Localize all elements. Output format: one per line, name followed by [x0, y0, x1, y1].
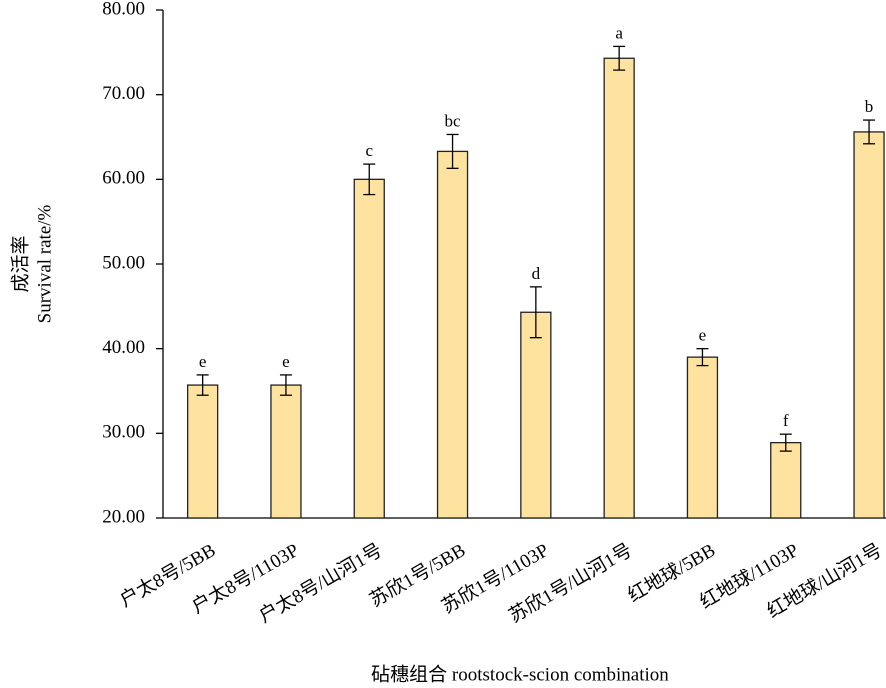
- y-label-en: Survival rate/%: [34, 204, 55, 323]
- y-tick-label: 60.00: [102, 168, 145, 189]
- error-bar: [363, 163, 376, 196]
- significance-label: e: [699, 326, 707, 345]
- y-axis-title: 成活率 Survival rate/%: [9, 204, 55, 323]
- error-bar: [446, 133, 459, 169]
- bar: [853, 131, 885, 519]
- bar: [770, 441, 802, 519]
- y-label-cn: 成活率: [9, 235, 31, 292]
- y-tick-label: 30.00: [102, 422, 145, 443]
- error-bar: [529, 286, 542, 339]
- y-tick-label: 40.00: [102, 337, 145, 358]
- significance-label: d: [532, 264, 541, 283]
- significance-label: e: [282, 352, 290, 371]
- bar: [603, 57, 635, 519]
- error-bar: [279, 374, 292, 396]
- significance-label: a: [615, 23, 623, 42]
- bar: [686, 356, 719, 519]
- error-bar: [779, 433, 792, 452]
- error-bar: [863, 119, 876, 145]
- bar: [186, 384, 219, 519]
- significance-label: e: [199, 352, 207, 371]
- significance-label: c: [365, 141, 373, 160]
- y-tick-label: 20.00: [102, 506, 145, 527]
- x-axis-title: 砧穗组合 rootstock-scion combination: [371, 663, 669, 685]
- y-tick-label: 50.00: [102, 252, 145, 273]
- significance-label: f: [783, 411, 789, 430]
- y-tick-label: 70.00: [102, 83, 145, 104]
- significance-label: bc: [445, 111, 462, 130]
- bar: [520, 311, 552, 519]
- y-tick-label: 80.00: [102, 0, 145, 19]
- bar: [436, 150, 469, 519]
- error-bar: [696, 348, 709, 367]
- bar: [353, 178, 385, 519]
- error-bar: [613, 45, 626, 71]
- significance-label: b: [865, 97, 874, 116]
- error-bar: [196, 374, 209, 396]
- bar: [270, 384, 302, 519]
